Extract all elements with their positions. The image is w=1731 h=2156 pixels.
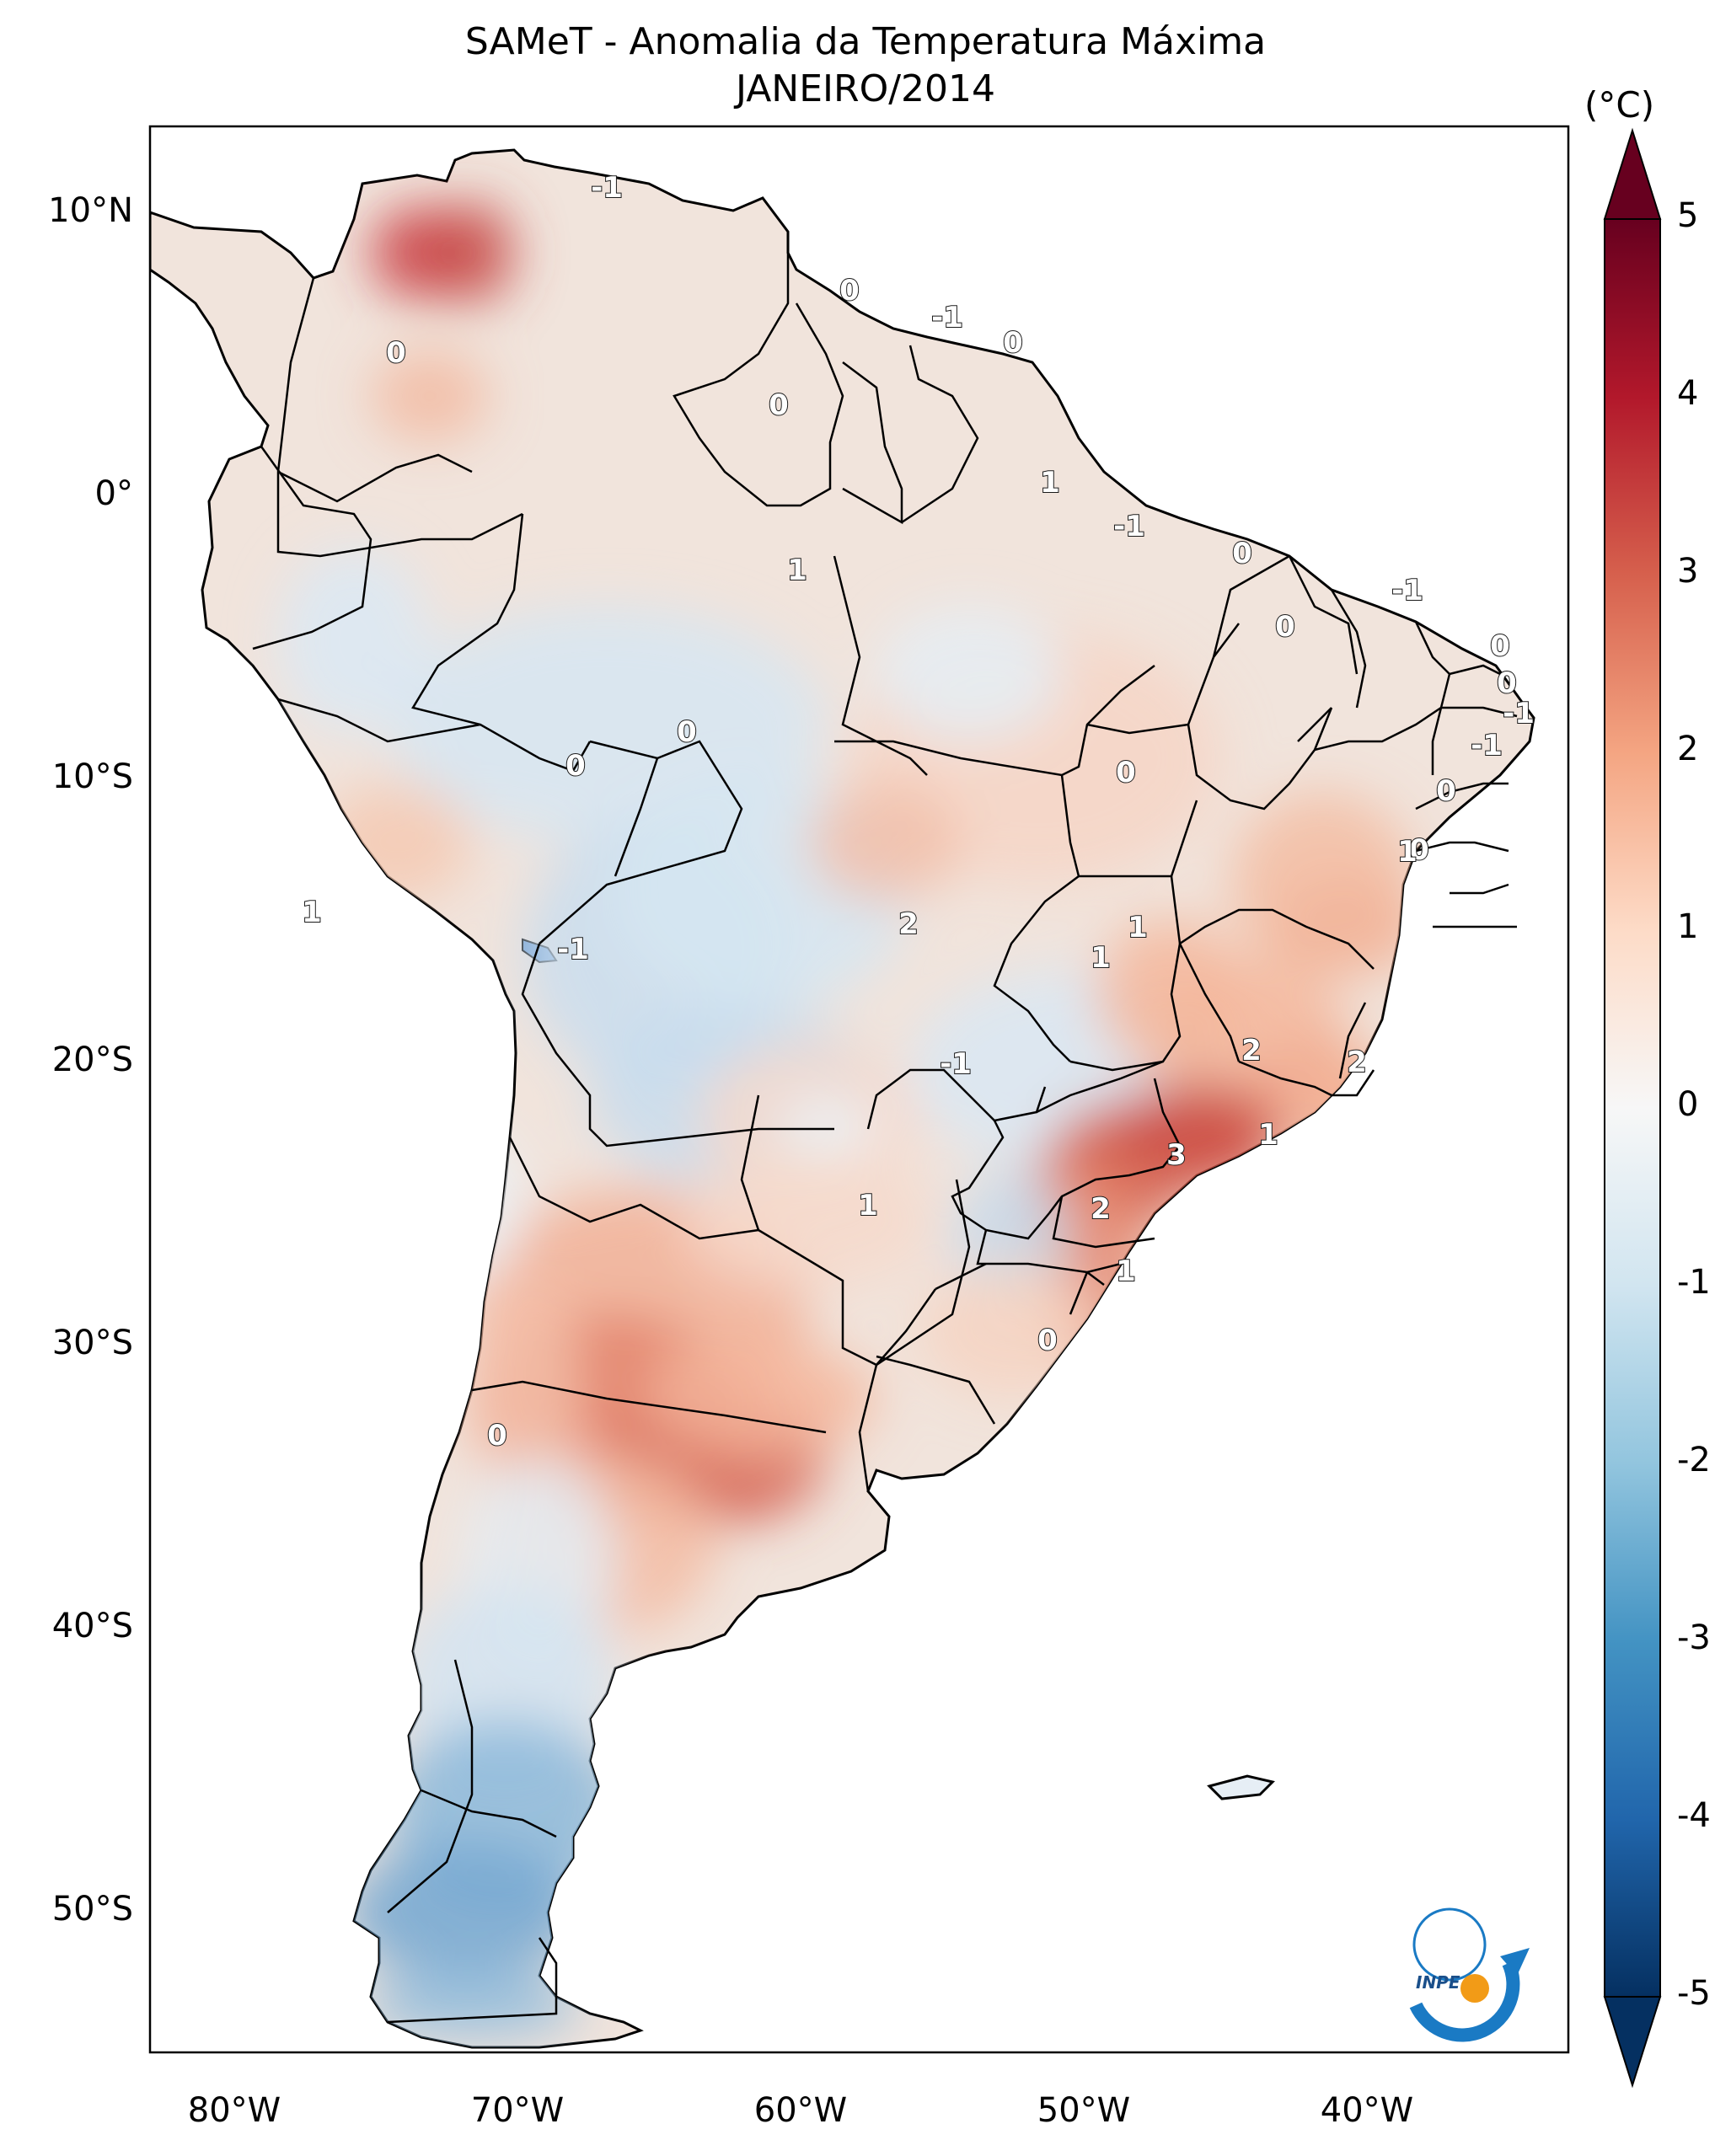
anomaly-patch	[430, 202, 514, 303]
anomaly-patch	[683, 1154, 935, 1289]
contour-label: 0	[487, 1419, 507, 1452]
colorbar-tick-label: -3	[1677, 1618, 1711, 1657]
x-tick-label: 60°W	[753, 2091, 848, 2130]
contour-label: 0	[1037, 1324, 1058, 1357]
anomaly-patch	[278, 548, 430, 733]
contour-label: 0	[1490, 629, 1510, 663]
contour-label: 0	[1497, 666, 1517, 700]
colorbar-max-extend	[1603, 127, 1662, 220]
contour-label: 0	[769, 388, 789, 422]
logo-text: INPE	[1416, 1972, 1460, 1993]
colorbar-tick-label: 5	[1677, 196, 1699, 235]
contour-label: 1	[1397, 835, 1417, 869]
y-tick-label: 50°S	[51, 1890, 133, 1929]
anomaly-patch	[362, 1971, 581, 2039]
colorbar-tick-label: -5	[1677, 1974, 1711, 2013]
contour-label: 0	[1409, 833, 1429, 867]
contour-label: -1	[1471, 729, 1503, 762]
contour-label: 0	[565, 749, 586, 783]
contour-label: 0	[1275, 610, 1295, 644]
contour-label: 0	[386, 336, 406, 370]
contour-label: 2	[1347, 1046, 1367, 1079]
anomaly-patch	[876, 607, 1062, 741]
continent-layer	[150, 148, 1535, 2049]
anomaly-patch	[371, 350, 489, 442]
colorbar-tick-label: 2	[1677, 730, 1699, 768]
contour-label: 0	[839, 274, 860, 308]
logo-swoosh	[1409, 1960, 1520, 2042]
contour-label: 0	[1436, 774, 1456, 808]
contour-label: 1	[1091, 941, 1111, 975]
contour-label: -1	[557, 933, 589, 966]
contour-label: 1	[302, 896, 322, 929]
colorbar-tick-label: 0	[1677, 1085, 1699, 1124]
x-tick-label: 70°W	[470, 2091, 565, 2130]
logo-sun	[1460, 1974, 1489, 2003]
colorbar-tick-label: 1	[1677, 907, 1699, 946]
contour-label: 0	[1232, 537, 1252, 570]
contour-label: 2	[1091, 1192, 1111, 1226]
logo-ring	[1412, 1907, 1487, 1982]
colorbar-min-extend	[1603, 1996, 1662, 2089]
political-borders	[252, 253, 1518, 2024]
y-tick-label: 30°S	[51, 1324, 133, 1362]
contour-label: -1	[1503, 697, 1535, 730]
contour-label: 0	[677, 715, 697, 749]
y-tick-label: 10°S	[51, 757, 133, 796]
falklands-islands	[1207, 1774, 1275, 1800]
x-tick-label: 80°W	[187, 2091, 281, 2130]
contour-label: -1	[931, 301, 963, 334]
logo-arrow	[1500, 1948, 1530, 1976]
contour-label: -1	[940, 1047, 972, 1081]
contour-label: -1	[1391, 574, 1423, 607]
contour-label: 2	[898, 907, 919, 941]
colorbar-tick-label: -1	[1677, 1263, 1711, 1302]
y-tick-label: 40°S	[51, 1607, 133, 1645]
colorbar-tick-label: -4	[1677, 1796, 1711, 1835]
y-tick-label: 20°S	[51, 1041, 133, 1079]
map-subtitle: JANEIRO/2014	[736, 67, 995, 110]
contour-label: 1	[1040, 466, 1060, 500]
map-title: SAMeT - Anomalia da Temperatura Máxima	[464, 20, 1267, 63]
contour-label: 1	[1258, 1118, 1278, 1152]
colorbar-unit: (°C)	[1584, 84, 1655, 126]
contour-label: 1	[858, 1189, 878, 1222]
colorbar	[1603, 127, 1662, 2089]
anomaly-patch	[1112, 1083, 1281, 1175]
contour-label: 1	[1128, 911, 1148, 944]
contour-label: 0	[1003, 326, 1023, 360]
y-tick-label: 0°	[94, 474, 133, 513]
contour-label: 3	[1166, 1138, 1187, 1172]
contour-label: -1	[1113, 510, 1145, 543]
anomaly-patch	[640, 1340, 876, 1458]
anomaly-patch	[1273, 876, 1424, 977]
colorbar-tick-label: 3	[1677, 552, 1699, 591]
contour-label: 2	[1241, 1034, 1262, 1067]
contour-label: -1	[591, 171, 623, 205]
contour-label: 1	[787, 554, 807, 587]
contour-label: 1	[1116, 1255, 1136, 1288]
x-tick-label: 40°W	[1320, 2091, 1414, 2130]
y-tick-label: 10°N	[48, 191, 133, 230]
anomaly-patch	[346, 1845, 581, 1980]
x-tick-label: 50°W	[1037, 2091, 1131, 2130]
colorbar-tick-label: 4	[1677, 374, 1699, 413]
anomaly-patch	[809, 784, 961, 901]
inpe-logo: INPE	[1409, 1907, 1530, 2042]
colorbar-body	[1604, 218, 1661, 1998]
colorbar-tick-label: -2	[1677, 1441, 1711, 1479]
contour-label: 0	[1116, 756, 1136, 789]
